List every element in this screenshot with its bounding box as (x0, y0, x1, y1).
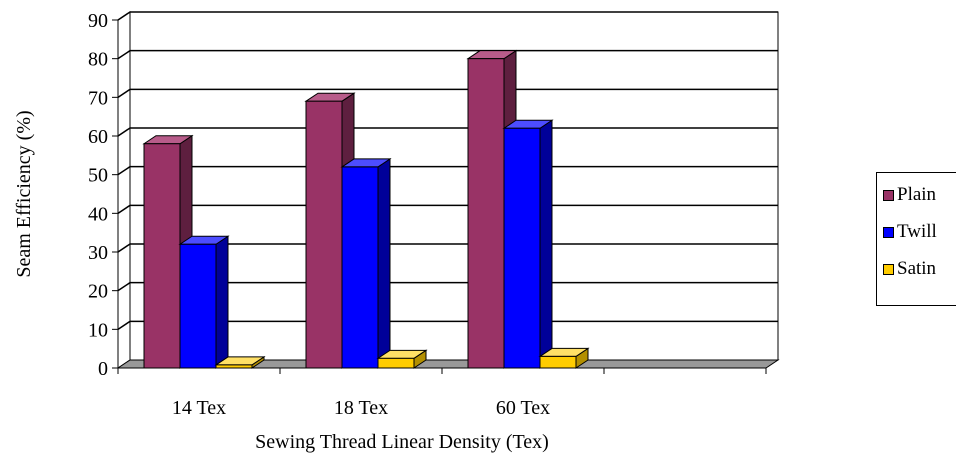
y-tick-label: 10 (88, 319, 108, 341)
y-axis-title: Seam Efficiency (%) (13, 110, 35, 277)
gridline (117, 49, 778, 60)
bar-front (179, 243, 217, 369)
y-tick-label: 70 (88, 87, 108, 109)
bar-twill (178, 235, 230, 369)
bar-side (539, 119, 553, 369)
gridline (117, 11, 778, 21)
bar-satin (538, 347, 590, 369)
bar-front (467, 58, 505, 369)
bar-plain (142, 134, 194, 369)
legend-label: Plain (897, 184, 937, 205)
bar-twill (340, 157, 392, 369)
bar-twill (502, 119, 554, 369)
x-tick-label: 18 Tex (334, 397, 388, 419)
bar-front (143, 143, 181, 369)
y-tick-label: 80 (88, 49, 108, 71)
legend-item-plain: Plain (883, 184, 937, 205)
gridline (117, 127, 778, 137)
y-tick-label: 40 (88, 203, 108, 225)
gridline (117, 320, 778, 330)
bar-front (215, 364, 253, 369)
bar-side (377, 157, 391, 369)
legend-swatch (883, 263, 894, 275)
x-tick-labels: 14 Tex 18 Tex 60 Tex (172, 397, 550, 419)
bar-front (305, 100, 343, 369)
bar-front (341, 166, 379, 369)
y-tick-label: 50 (88, 165, 108, 187)
gridline (117, 165, 778, 176)
bars (142, 49, 590, 369)
bar-front (503, 127, 541, 369)
y-tick-label: 0 (98, 358, 108, 380)
x-axis-title: Sewing Thread Linear Density (Tex) (255, 431, 549, 453)
legend-item-satin: Satin (883, 258, 937, 279)
gridline (117, 204, 778, 214)
bar-front (539, 355, 577, 369)
legend-label: Twill (897, 221, 937, 242)
gridline (117, 243, 778, 253)
legend: Plain Twill Satin (876, 172, 956, 306)
y-tick-label: 90 (88, 10, 108, 32)
side-wall (117, 11, 131, 369)
bar-side (215, 235, 229, 369)
y-tick-label: 30 (88, 242, 108, 264)
gridline (117, 281, 778, 292)
x-tick-label: 14 Tex (172, 397, 226, 419)
x-tick-label: 60 Tex (496, 397, 550, 419)
legend-item-twill: Twill (883, 221, 937, 242)
bar-satin (376, 349, 428, 369)
y-tick-labels: 0 10 20 30 40 50 60 70 80 90 (88, 10, 108, 380)
y-tick-label: 20 (88, 281, 108, 303)
bar-satin (214, 355, 266, 369)
gridlines (117, 11, 778, 330)
legend-label: Satin (897, 258, 937, 279)
legend-swatch (883, 189, 894, 201)
gridline (117, 88, 778, 98)
bar-front (377, 357, 415, 369)
legend-swatch (883, 226, 894, 238)
y-tick-label: 60 (88, 126, 108, 148)
